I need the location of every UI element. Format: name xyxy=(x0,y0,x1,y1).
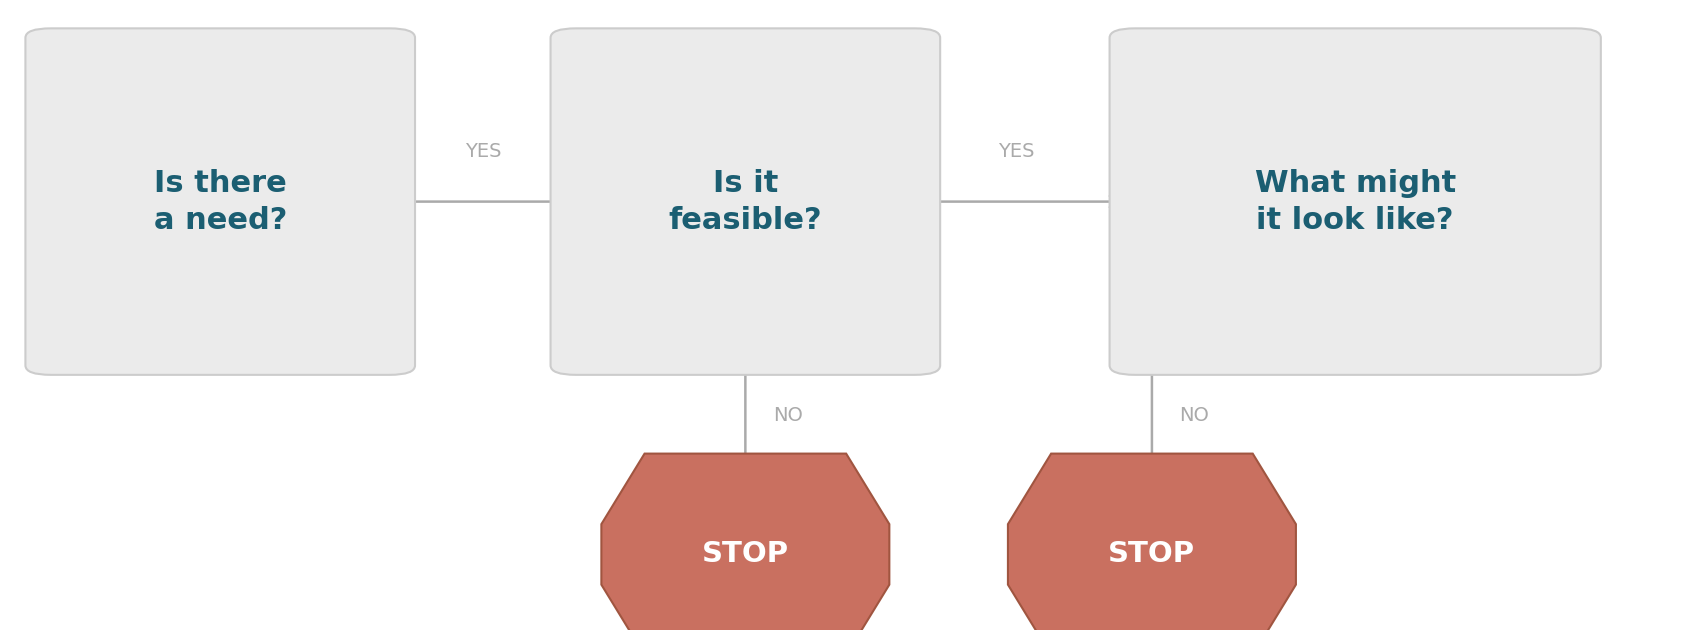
Polygon shape xyxy=(1008,454,1296,630)
Text: STOP: STOP xyxy=(1108,541,1196,568)
Text: STOP: STOP xyxy=(701,541,789,568)
Text: NO: NO xyxy=(772,406,803,425)
Text: YES: YES xyxy=(998,142,1035,161)
Text: What might
it look like?: What might it look like? xyxy=(1255,169,1455,234)
Text: Is it
feasible?: Is it feasible? xyxy=(669,169,822,234)
Text: Is there
a need?: Is there a need? xyxy=(154,169,286,234)
FancyBboxPatch shape xyxy=(551,28,940,375)
FancyBboxPatch shape xyxy=(25,28,415,375)
Text: NO: NO xyxy=(1179,406,1210,425)
Polygon shape xyxy=(601,454,889,630)
Text: YES: YES xyxy=(464,142,501,161)
FancyBboxPatch shape xyxy=(1110,28,1601,375)
